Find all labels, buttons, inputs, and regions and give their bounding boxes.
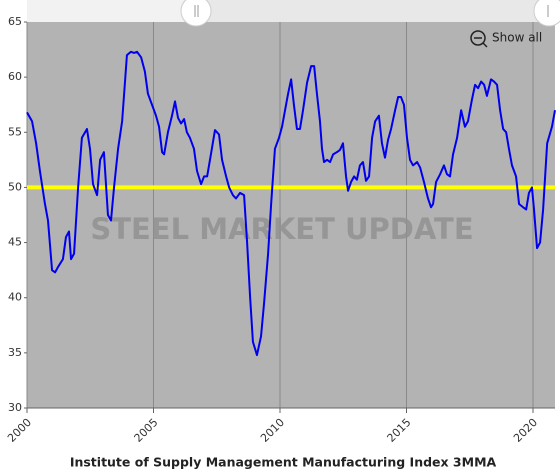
y-tick-label: 45: [8, 236, 22, 249]
show-all-button[interactable]: Show all: [470, 30, 542, 48]
y-tick-label: 55: [8, 125, 22, 138]
y-tick-label: 50: [8, 180, 22, 193]
y-tick-label: 40: [8, 291, 22, 304]
data-line: [26, 50, 556, 357]
grid: [26, 22, 534, 408]
range-scrollbar[interactable]: [27, 0, 560, 27]
zoom-icon: [470, 30, 486, 46]
button-label[interactable]: Show all: [492, 31, 542, 45]
y-tick-label: 65: [8, 15, 22, 28]
y-tick-label: 30: [8, 401, 22, 414]
scrollbar-selected: [197, 0, 549, 22]
y-tick-label: 35: [8, 346, 22, 359]
watermark: STEEL MARKET UPDATE: [90, 212, 473, 246]
chart-title: Institute of Supply Management Manufactu…: [70, 455, 497, 470]
y-tick-label: 60: [8, 70, 22, 83]
zoom-icon-handle: [482, 42, 488, 48]
scrollbar-handle[interactable]: [180, 0, 212, 27]
scrollbar-track: [27, 0, 197, 22]
scrollbar-handle[interactable]: [533, 0, 560, 27]
marks: [26, 50, 556, 357]
